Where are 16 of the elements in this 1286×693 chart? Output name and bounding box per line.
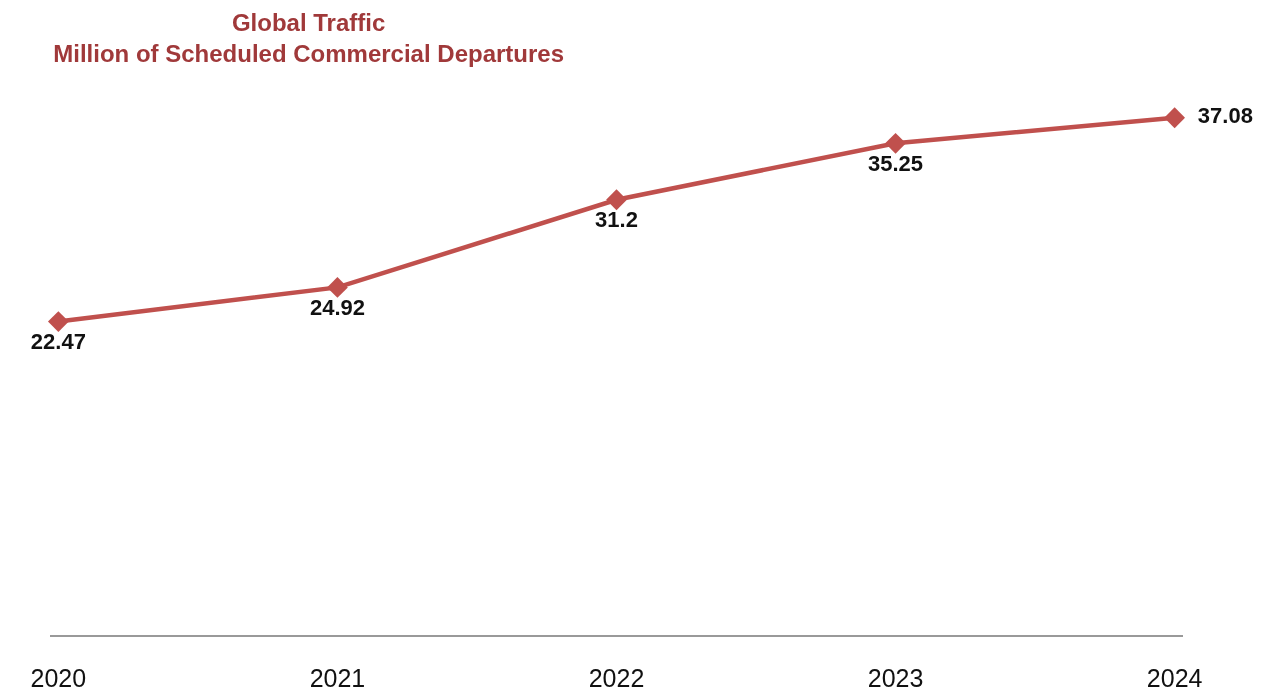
point xyxy=(327,276,348,298)
data-label: 35.25 xyxy=(868,150,924,176)
x-tick-label: 2020 xyxy=(30,663,87,692)
data-label: 22.47 xyxy=(30,329,86,355)
point xyxy=(885,132,906,154)
data-label: 24.92 xyxy=(309,294,365,320)
x-tick-label: 2022 xyxy=(588,663,645,692)
x-tick-label: 2023 xyxy=(867,663,924,692)
x-tick-label: 2024 xyxy=(1146,663,1203,692)
point xyxy=(606,189,627,211)
point xyxy=(47,311,69,332)
point xyxy=(1164,107,1186,129)
data-label: 31.2 xyxy=(595,207,638,233)
data-label: 37.08 xyxy=(1197,103,1253,129)
x-tick-label: 2021 xyxy=(309,663,366,692)
chart-title: Global Traffic Million of Scheduled Commercial Departures xyxy=(53,9,565,68)
